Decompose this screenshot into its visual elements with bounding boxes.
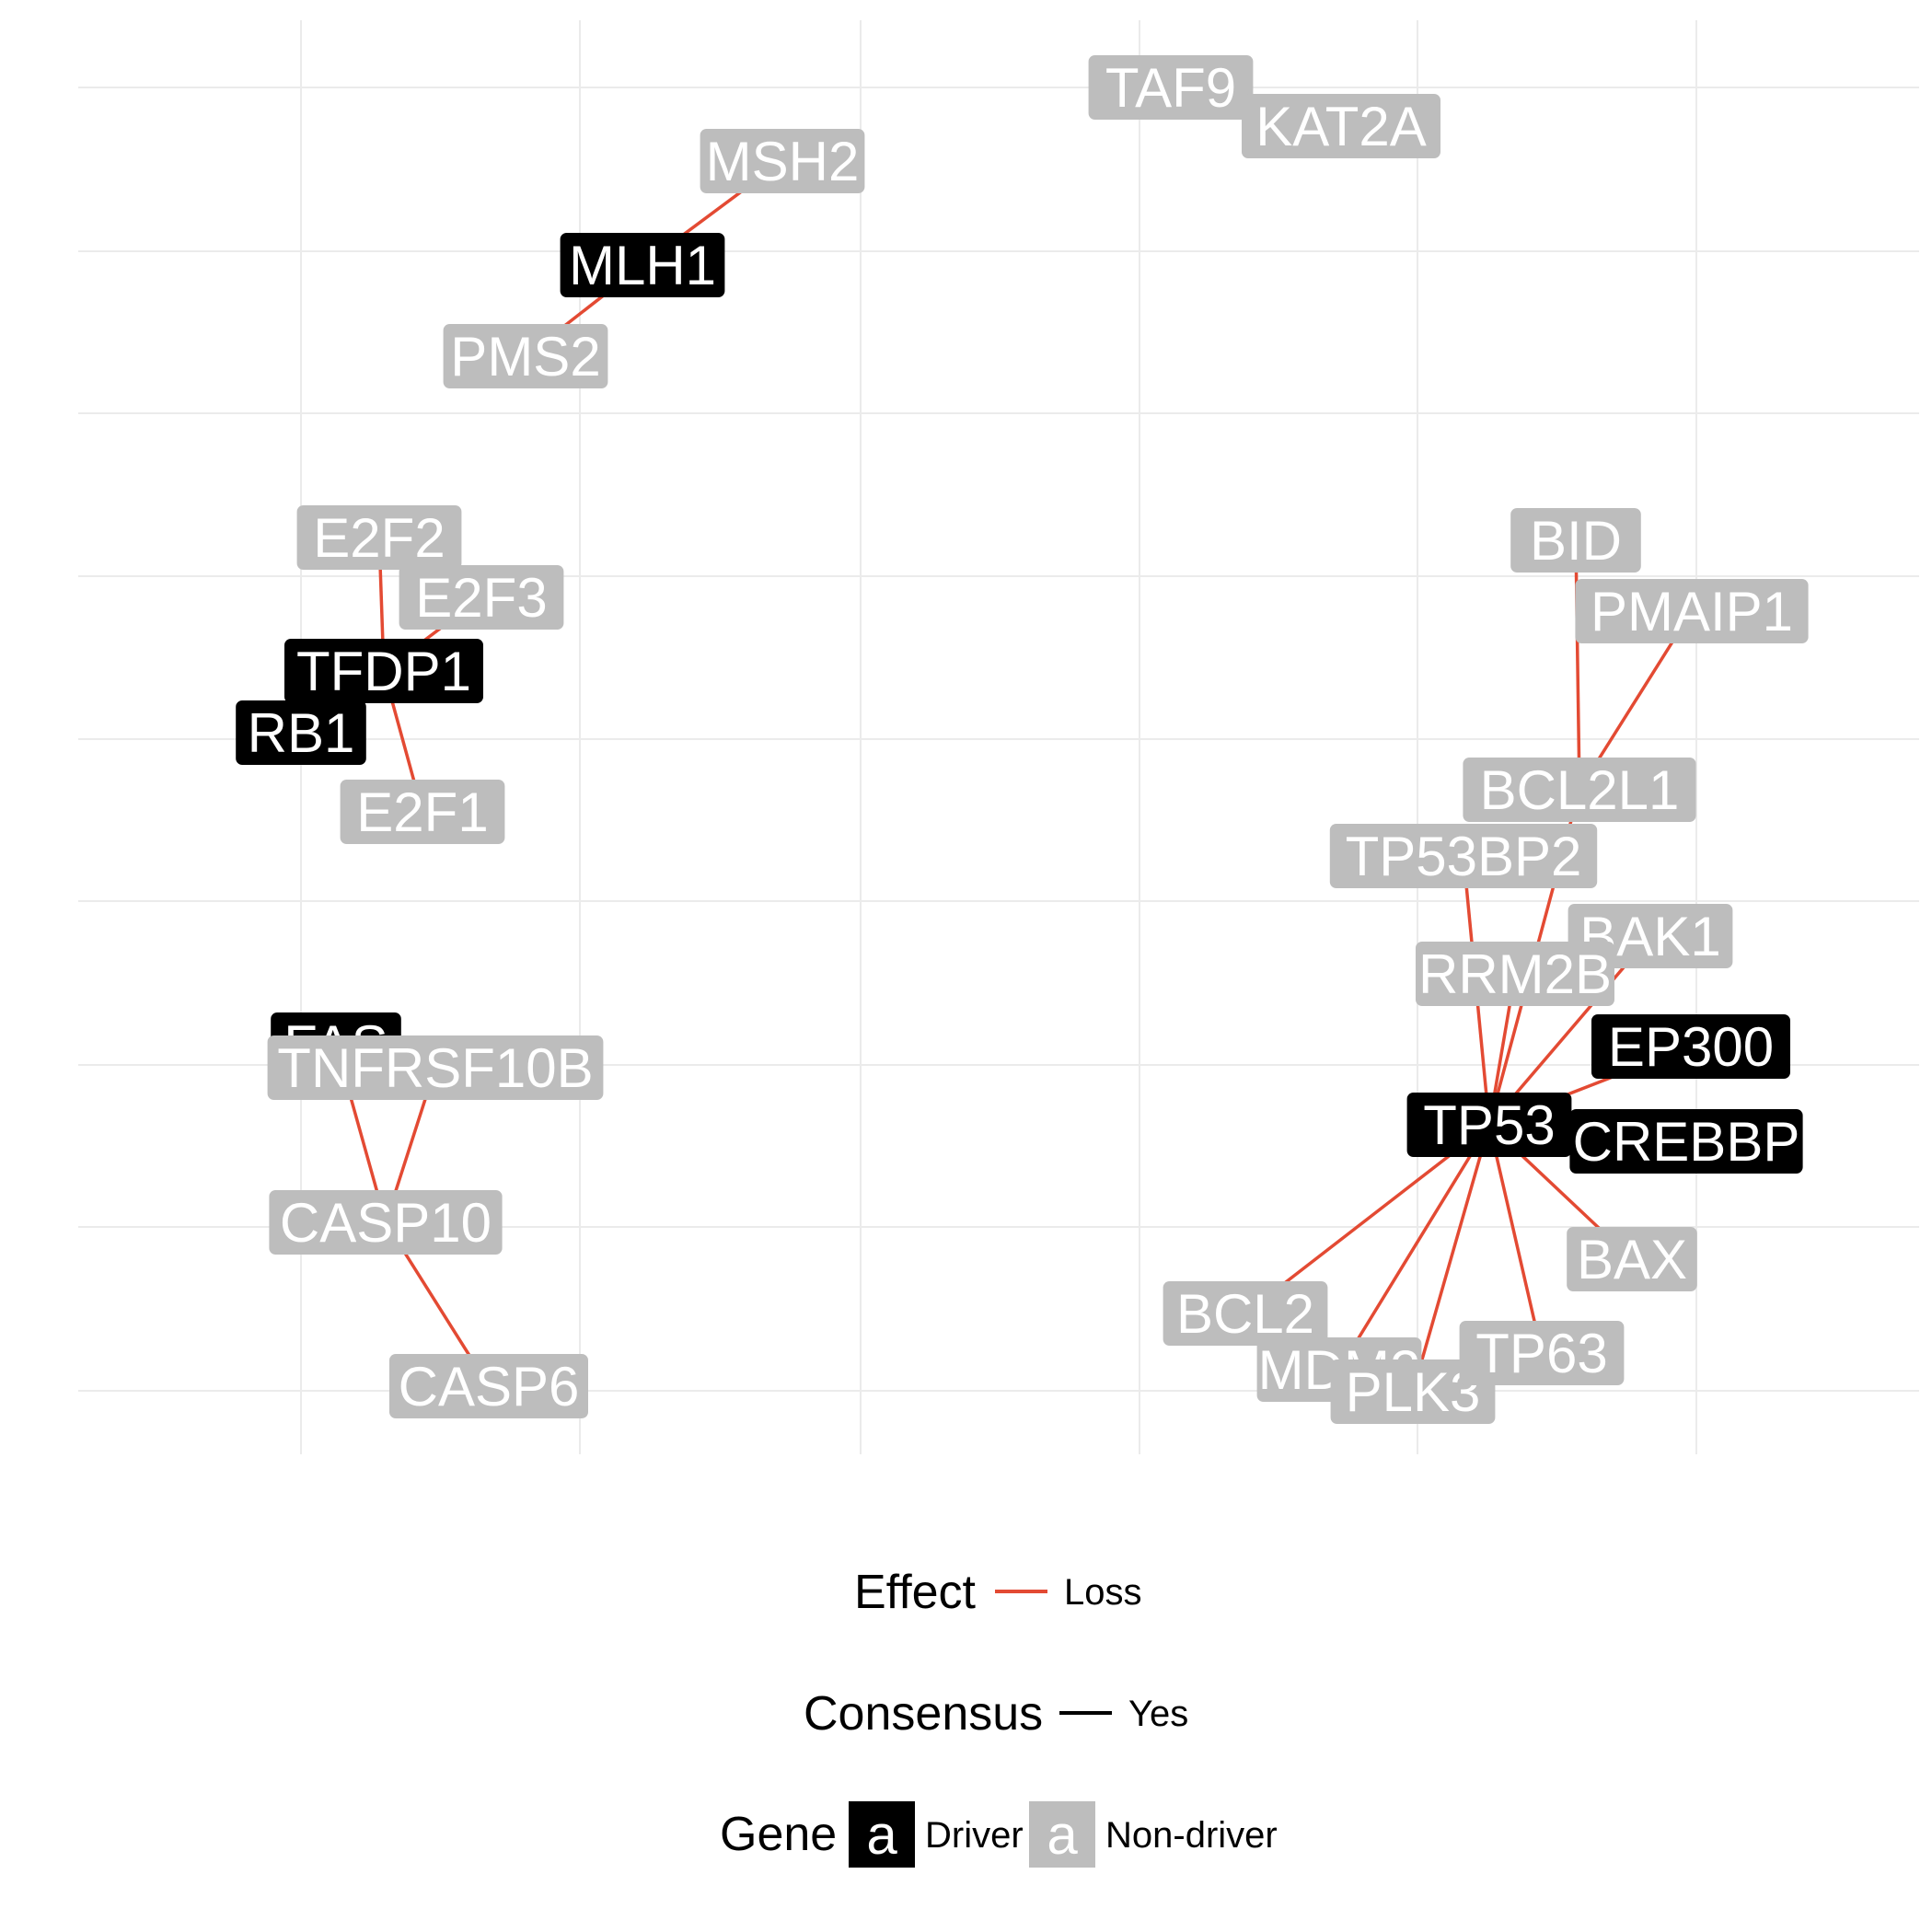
gene-node-label: TNFRSF10B [277, 1037, 593, 1099]
gene-node-box [1459, 1321, 1625, 1385]
gene-node-mlh1[interactable]: MLH1 [560, 233, 725, 297]
gene-node-label: BCL2 [1176, 1283, 1314, 1345]
legend-driver-label: Driver [925, 1815, 1024, 1856]
legend: Effect Loss Consensus Yes Gene a Driver … [720, 1566, 1278, 1868]
gene-node-label: RRM2B [1418, 943, 1612, 1005]
gene-node-e2f1[interactable]: E2F1 [340, 780, 505, 844]
gene-node-label: CASP10 [280, 1192, 492, 1254]
gene-node-taf9[interactable]: TAF9 [1088, 55, 1254, 120]
gene-node-bid[interactable]: BID [1510, 508, 1641, 573]
gene-node-box [340, 780, 505, 844]
gene-node-label: TAF9 [1105, 57, 1236, 119]
gene-node-tp63[interactable]: TP63 [1459, 1321, 1625, 1385]
legend-consensus-title: Consensus [804, 1687, 1043, 1741]
gene-node-crebbp[interactable]: CREBBP [1569, 1109, 1803, 1174]
gene-node-label: EP300 [1608, 1016, 1774, 1078]
gene-node-kat2a[interactable]: KAT2A [1242, 94, 1440, 158]
gene-node-tnfrsf10b[interactable]: TNFRSF10B [267, 1035, 604, 1100]
legend-nondriver-glyph: a [1047, 1804, 1078, 1866]
gene-node-label: MLH1 [569, 235, 716, 296]
gene-node-box [284, 639, 483, 703]
legend-effect: Effect Loss [854, 1566, 1142, 1619]
gene-node-box [236, 700, 366, 765]
gene-node-box [1463, 758, 1696, 822]
gene-node-box [267, 1035, 604, 1100]
gene-node-label: TP53 [1423, 1094, 1555, 1156]
gene-node-box [389, 1354, 588, 1418]
gene-node-box [1567, 1227, 1697, 1291]
gene-node-box [399, 565, 564, 630]
edge-tp53-plk3 [1411, 1124, 1491, 1393]
legend-gene-title: Gene [720, 1808, 837, 1861]
gene-node-label: CREBBP [1573, 1111, 1800, 1173]
gene-node-label: MSH2 [706, 131, 860, 192]
legend-driver-swatch [849, 1801, 915, 1868]
gene-node-pms2[interactable]: PMS2 [443, 324, 608, 388]
gene-node-box [700, 129, 865, 193]
legend-consensus-label: Yes [1128, 1694, 1188, 1734]
gene-node-label: BAX [1577, 1229, 1687, 1290]
gene-node-box [1330, 1359, 1496, 1424]
gene-node-box [1242, 94, 1440, 158]
legend-driver-glyph: a [866, 1804, 897, 1866]
gene-node-label: TP63 [1475, 1323, 1607, 1384]
gene-node-box [1575, 579, 1809, 643]
legend-effect-label: Loss [1064, 1572, 1142, 1613]
gene-node-label: BID [1530, 510, 1622, 572]
gene-node-ep300[interactable]: EP300 [1591, 1014, 1790, 1079]
gene-node-bcl2[interactable]: BCL2 [1163, 1281, 1328, 1346]
gene-node-box [1163, 1281, 1328, 1346]
gene-node-plk3[interactable]: PLK3 [1330, 1359, 1496, 1424]
gene-node-box [1088, 55, 1254, 120]
legend-nondriver-label: Non-driver [1105, 1815, 1278, 1856]
gene-node-box [1329, 824, 1598, 888]
gene-node-box [1591, 1014, 1790, 1079]
gene-node-bcl2l1[interactable]: BCL2L1 [1463, 758, 1696, 822]
gene-node-msh2[interactable]: MSH2 [700, 129, 865, 193]
gene-node-label: PLK3 [1346, 1361, 1481, 1423]
gene-node-label: CASP6 [399, 1356, 580, 1417]
gene-node-rrm2b[interactable]: RRM2B [1416, 942, 1614, 1006]
edge-tp53-mdm2 [1337, 1124, 1491, 1371]
gene-node-box [296, 505, 462, 570]
gene-node-rb1[interactable]: RB1 [236, 700, 366, 765]
gene-node-e2f2[interactable]: E2F2 [296, 505, 462, 570]
gene-node-label: KAT2A [1255, 96, 1427, 157]
gene-node-bax[interactable]: BAX [1567, 1227, 1697, 1291]
gene-node-box [1416, 942, 1614, 1006]
legend-consensus: Consensus Yes [804, 1687, 1188, 1741]
gene-node-label: PMAIP1 [1591, 581, 1793, 642]
gene-node-tp53bp2[interactable]: TP53BP2 [1329, 824, 1598, 888]
gene-node-label: E2F1 [356, 781, 488, 843]
gene-node-box [1406, 1093, 1572, 1157]
gene-node-box [443, 324, 608, 388]
legend-gene: Gene a Driver a Non-driver [720, 1801, 1278, 1868]
gene-node-label: E2F2 [313, 507, 445, 569]
gene-node-label: TP53BP2 [1346, 826, 1582, 887]
gene-node-box [1510, 508, 1641, 573]
gene-node-box [269, 1190, 503, 1255]
gene-node-label: PMS2 [450, 326, 600, 388]
gene-node-tfdp1[interactable]: TFDP1 [284, 639, 483, 703]
gene-node-label: BCL2L1 [1480, 759, 1680, 821]
gene-node-label: RB1 [248, 702, 355, 764]
gene-node-casp10[interactable]: CASP10 [269, 1190, 503, 1255]
gene-node-e2f3[interactable]: E2F3 [399, 565, 564, 630]
gene-node-pmaip1[interactable]: PMAIP1 [1575, 579, 1809, 643]
gene-node-box [560, 233, 725, 297]
gene-node-tp53[interactable]: TP53 [1406, 1093, 1572, 1157]
gene-node-casp6[interactable]: CASP6 [389, 1354, 588, 1418]
gene-node-label: TFDP1 [296, 641, 471, 702]
legend-effect-title: Effect [854, 1566, 977, 1619]
gene-node-box [1569, 1109, 1803, 1174]
gene-node-label: E2F3 [415, 567, 547, 629]
legend-nondriver-swatch [1029, 1801, 1095, 1868]
edge-tp53-tp63 [1487, 1124, 1544, 1354]
